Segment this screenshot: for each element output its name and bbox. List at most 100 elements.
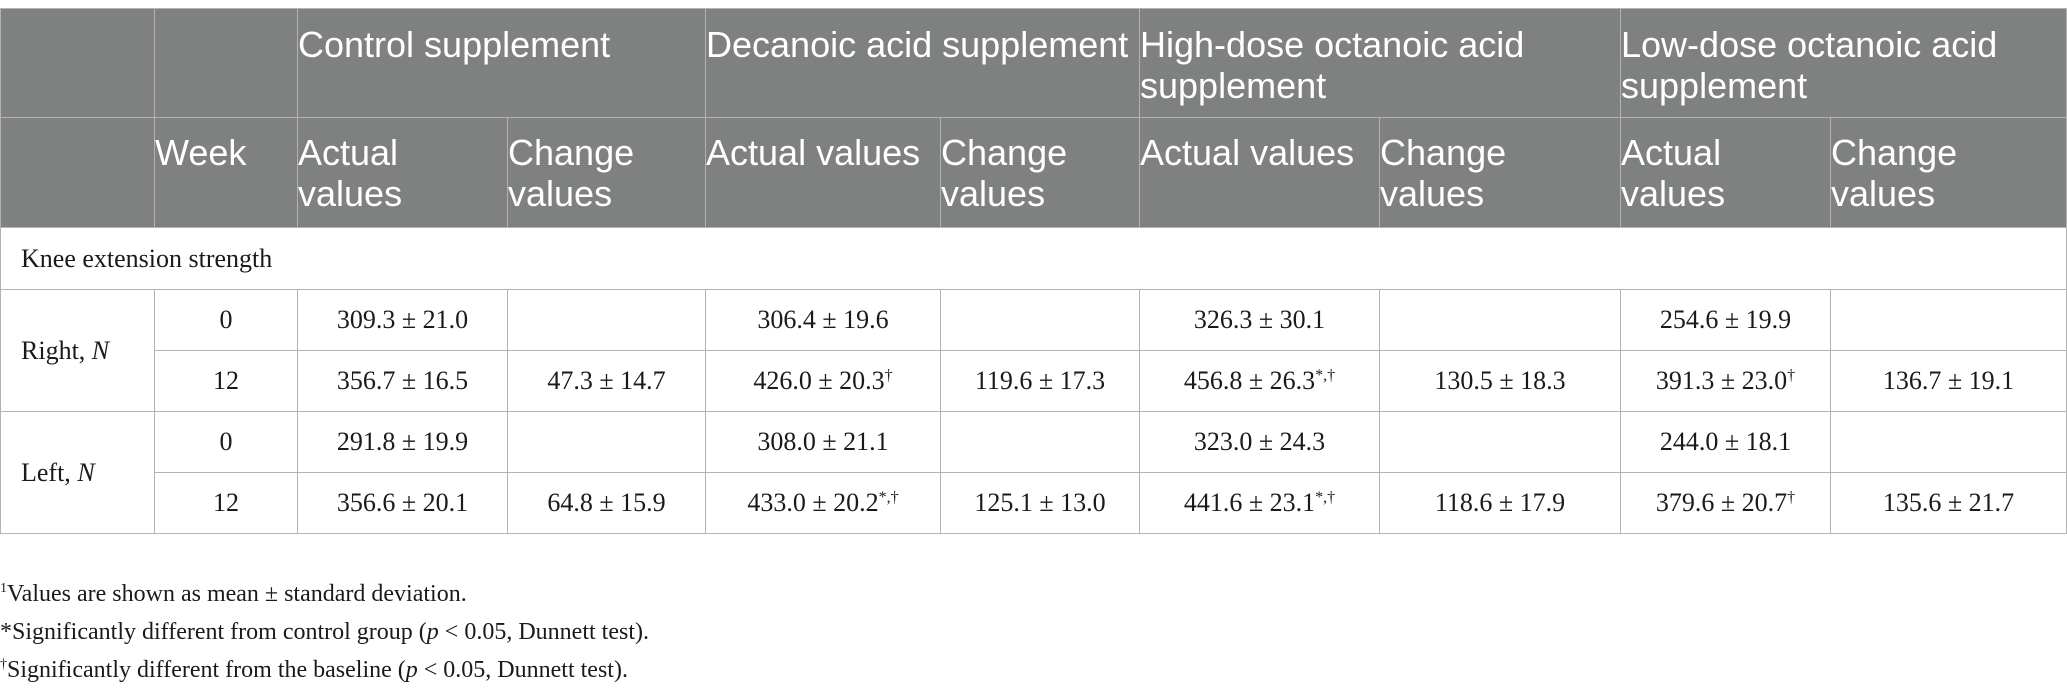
cell-value: 433.0 ± 20.2 xyxy=(747,488,879,517)
actual-value-cell: 441.6 ± 23.1*,† xyxy=(1139,472,1381,534)
cell-value: 306.4 ± 19.6 xyxy=(757,305,889,334)
cell-value: 456.8 ± 26.3 xyxy=(1183,366,1316,395)
change-value-cell xyxy=(1379,411,1622,473)
significance-mark: † xyxy=(884,367,893,384)
sub-header-change: Change values xyxy=(506,117,707,228)
change-value-cell xyxy=(940,411,1141,473)
table-row: Right, N 0 309.3 ± 21.0 306.4 ± 19.6 326.3 ±… xyxy=(0,289,2067,412)
cell-value: 323.0 ± 24.3 xyxy=(1193,427,1326,456)
cell-value: 326.3 ± 30.1 xyxy=(1193,305,1326,334)
group-header-blank-2 xyxy=(154,8,298,118)
row-group-unit: N xyxy=(77,457,95,487)
section-title: Knee extension strength xyxy=(0,227,2067,290)
week-cell: 0 xyxy=(154,289,298,351)
footnotes: 1Values are shown as mean ± standard dev… xyxy=(0,575,649,689)
footnote-text: Significantly different from control gro… xyxy=(12,619,427,645)
cell-value: 244.0 ± 18.1 xyxy=(1659,427,1792,456)
table-body: Knee extension strength Right, N 0 309.3 ±… xyxy=(0,227,2067,534)
sub-header-change: Change values xyxy=(940,117,1141,228)
footnote-mark: 1 xyxy=(0,581,7,596)
cell-value: 118.6 ± 17.9 xyxy=(1434,488,1566,517)
significance-mark: *,† xyxy=(878,489,899,506)
actual-value-cell: 391.3 ± 23.0† xyxy=(1620,350,1832,412)
cell-value: 135.6 ± 21.7 xyxy=(1882,488,2015,517)
actual-value-cell: 326.3 ± 30.1 xyxy=(1139,289,1381,351)
footnote-text: Significantly different from the baselin… xyxy=(7,657,406,683)
sub-header-change: Change values xyxy=(1830,117,2067,228)
cell-value: 308.0 ± 21.1 xyxy=(757,427,889,456)
week-cell: 12 xyxy=(154,472,298,534)
cell-value: 426.0 ± 20.3 xyxy=(753,366,885,395)
sub-header-actual: Actual values xyxy=(1139,117,1381,228)
change-value-cell: 118.6 ± 17.9 xyxy=(1379,472,1622,534)
actual-value-cell: 254.6 ± 19.9 xyxy=(1620,289,1832,351)
footnote-3: †Significantly different from the baseli… xyxy=(0,651,649,689)
cell-value: 356.6 ± 20.1 xyxy=(336,488,469,517)
footnote-p-symbol: p xyxy=(426,619,439,645)
cell-value: 119.6 ± 17.3 xyxy=(974,366,1106,395)
change-value-cell xyxy=(1379,289,1622,351)
change-value-cell: 125.1 ± 13.0 xyxy=(940,472,1141,534)
cell-value: 47.3 ± 14.7 xyxy=(547,366,666,395)
cell-value: 254.6 ± 19.9 xyxy=(1659,305,1792,334)
change-value-cell xyxy=(940,289,1141,351)
change-value-cell: 64.8 ± 15.9 xyxy=(506,472,707,534)
group-header-control: Control supplement xyxy=(296,8,707,118)
footnote-text: Values are shown as mean ± standard devi… xyxy=(7,581,467,607)
cell-value: 136.7 ± 19.1 xyxy=(1882,366,2015,395)
sub-header-actual: Actual values xyxy=(705,117,942,228)
significance-mark: † xyxy=(1787,367,1796,384)
footnote-mark: * xyxy=(0,619,12,645)
sub-header-actual: Actual values xyxy=(297,117,508,228)
sub-header-week: Week xyxy=(154,117,298,228)
actual-value-cell: 426.0 ± 20.3† xyxy=(705,350,942,412)
table-row: 12 356.7 ± 16.5 47.3 ± 14.7 426.0 ± 20.3† 11… xyxy=(1,350,2067,412)
actual-value-cell: 456.8 ± 26.3*,† xyxy=(1139,350,1381,412)
row-group-label: Right, N xyxy=(0,289,155,412)
significance-mark: *,† xyxy=(1315,367,1336,384)
cell-value: 379.6 ± 20.7 xyxy=(1655,488,1788,517)
change-value-cell: 47.3 ± 14.7 xyxy=(506,350,707,412)
cell-value: 291.8 ± 19.9 xyxy=(336,427,469,456)
row-group-side: Left, xyxy=(21,457,71,487)
row-group-side: Right, xyxy=(21,335,86,365)
actual-value-cell: 433.0 ± 20.2*,† xyxy=(705,472,942,534)
actual-value-cell: 306.4 ± 19.6 xyxy=(705,289,942,351)
footnote-p-symbol: p xyxy=(405,657,418,683)
change-value-cell xyxy=(1830,411,2067,473)
footnote-mark: † xyxy=(0,657,7,672)
group-header-decanoic: Decanoic acid supplement xyxy=(705,8,1141,118)
group-header-low-dose: Low-dose octanoic acid supplement xyxy=(1620,8,2067,118)
row-group-unit: N xyxy=(91,335,110,365)
cell-value: 125.1 ± 13.0 xyxy=(974,488,1106,517)
cell-value: 64.8 ± 15.9 xyxy=(547,488,666,517)
cell-value: 356.7 ± 16.5 xyxy=(336,366,469,395)
row-group-label: Left, N xyxy=(0,411,155,534)
sub-header-blank xyxy=(0,117,155,228)
results-table: Control supplement Decanoic acid supplem… xyxy=(0,8,2067,534)
footnote-1: 1Values are shown as mean ± standard dev… xyxy=(0,575,649,613)
table-row: 12 356.6 ± 20.1 64.8 ± 15.9 433.0 ± 20.2*,†… xyxy=(1,472,2067,534)
significance-mark: *,† xyxy=(1315,489,1336,506)
week-cell: 0 xyxy=(154,411,298,473)
cell-value: 391.3 ± 23.0 xyxy=(1655,366,1788,395)
sub-header-actual: Actual values xyxy=(1620,117,1832,228)
footnote-text: < 0.05, Dunnett test). xyxy=(417,657,628,683)
change-value-cell: 130.5 ± 18.3 xyxy=(1379,350,1622,412)
group-header-high-dose: High-dose octanoic acid supplement xyxy=(1139,8,1622,118)
change-value-cell: 135.6 ± 21.7 xyxy=(1830,472,2067,534)
table-row: Left, N 0 291.8 ± 19.9 308.0 ± 21.1 323.0 ± … xyxy=(0,411,2067,534)
actual-value-cell: 308.0 ± 21.1 xyxy=(705,411,942,473)
section-row: Knee extension strength xyxy=(0,227,2067,290)
group-header-row: Control supplement Decanoic acid supplem… xyxy=(0,8,2067,118)
change-value-cell: 136.7 ± 19.1 xyxy=(1830,350,2067,412)
week-cell: 12 xyxy=(154,350,298,412)
cell-value: 441.6 ± 23.1 xyxy=(1183,488,1316,517)
change-value-cell xyxy=(506,411,707,473)
actual-value-cell: 379.6 ± 20.7† xyxy=(1620,472,1832,534)
cell-value: 309.3 ± 21.0 xyxy=(336,305,469,334)
actual-value-cell: 291.8 ± 19.9 xyxy=(297,411,508,473)
actual-value-cell: 323.0 ± 24.3 xyxy=(1139,411,1381,473)
actual-value-cell: 356.6 ± 20.1 xyxy=(297,472,508,534)
change-value-cell xyxy=(1830,289,2067,351)
